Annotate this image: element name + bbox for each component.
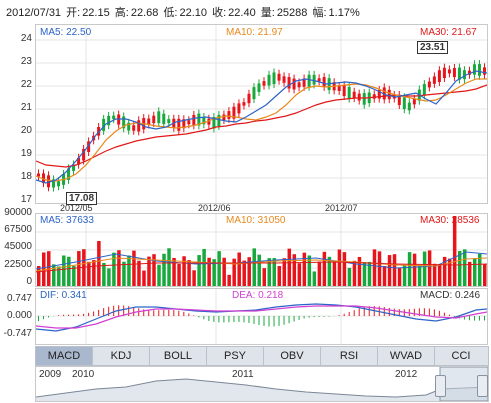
volume-chart xyxy=(36,214,487,286)
change-label: 幅: xyxy=(312,7,327,19)
volume-axis-label: 0 xyxy=(26,276,32,287)
tab-obv[interactable]: OBV xyxy=(264,347,321,365)
tab-wvad[interactable]: WVAD xyxy=(378,347,435,365)
low-label: 低: xyxy=(163,7,178,19)
volume-panel[interactable]: MA5: 37633 MA10: 31050 MA30: 28536 xyxy=(35,213,488,287)
volume-axis-label: 22500 xyxy=(4,259,32,270)
high-label: 高: xyxy=(114,7,129,19)
price-axis-label: 20 xyxy=(20,125,32,136)
tab-cci[interactable]: CCI xyxy=(451,350,471,362)
dea-legend: DEA: 0.218 xyxy=(232,290,284,301)
macd-legend: MACD: 0.246 xyxy=(420,290,481,301)
price-axis-label: 18 xyxy=(20,171,32,182)
ma5-legend: MA5: 22.50 xyxy=(40,27,92,38)
macd-axis-label: -0.747 xyxy=(3,328,32,339)
change-value: 1.17% xyxy=(328,7,360,19)
volume-axis-label: 90000 xyxy=(4,207,32,218)
candlestick-panel[interactable]: MA5: 22.50 MA10: 21.97 MA30: 21.67 xyxy=(35,24,488,204)
price-chart xyxy=(36,25,487,203)
dif-legend: DIF: 0.341 xyxy=(40,290,87,301)
ma30-legend: MA30: 21.67 xyxy=(420,27,477,38)
close-label: 收: xyxy=(212,7,227,19)
volume-axis-label: 67500 xyxy=(4,224,32,235)
quote-date: 2012/07/31 xyxy=(6,7,62,19)
nav-year: 2010 xyxy=(72,369,95,380)
price-axis-label: 17 xyxy=(20,194,32,205)
vol-ma10-legend: MA10: 31050 xyxy=(226,215,286,226)
nav-year: 2011 xyxy=(232,369,254,380)
quote-header: 2012/07/31 开: 22.15 高: 22.68 低: 22.10 收: 22.… xyxy=(6,4,362,20)
open-label: 开: xyxy=(66,7,81,19)
price-axis-label: 19 xyxy=(20,148,32,159)
tab-rsi[interactable]: RSI xyxy=(321,347,378,365)
high-value: 22.68 xyxy=(130,7,159,19)
volume-label: 量: xyxy=(260,7,275,19)
nav-year: 2009 xyxy=(39,369,62,380)
open-value: 22.15 xyxy=(82,7,110,19)
vol-ma30-legend: MA30: 28536 xyxy=(420,215,480,226)
price-high-marker: 23.51 xyxy=(417,41,449,54)
volume-value: 25288 xyxy=(276,7,308,19)
macd-panel[interactable]: DIF: 0.341 DEA: 0.218 MACD: 0.246 xyxy=(35,288,488,345)
macd-axis-label: 0.000 xyxy=(6,310,32,321)
price-axis-label: 23 xyxy=(20,56,32,67)
vol-ma5-legend: MA5: 37633 xyxy=(40,215,94,226)
price-low-marker: 17.08 xyxy=(66,192,98,205)
price-axis-label: 22 xyxy=(20,79,32,90)
price-axis-label: 24 xyxy=(20,33,32,44)
date-tick: 2012/07 xyxy=(325,203,358,213)
range-navigator[interactable]: 2009 2010 2011 2012 xyxy=(35,366,489,402)
tab-psy[interactable]: PSY xyxy=(207,347,264,365)
price-axis-label: 21 xyxy=(20,102,32,113)
navigator-history xyxy=(36,367,488,401)
macd-axis-label: 0.747 xyxy=(6,293,32,304)
range-left-handle[interactable] xyxy=(435,375,446,397)
tab-kdj[interactable]: KDJ xyxy=(93,347,150,365)
ma10-legend: MA10: 21.97 xyxy=(226,27,283,38)
indicator-tabbar: MACD KDJ BOLL PSY OBV RSI WVAD CCI xyxy=(35,346,489,366)
tab-macd[interactable]: MACD xyxy=(36,347,93,365)
date-tick: 2012/05 xyxy=(60,203,93,213)
date-tick: 2012/06 xyxy=(198,203,231,213)
tab-boll[interactable]: BOLL xyxy=(150,347,207,365)
range-right-handle[interactable] xyxy=(477,375,488,397)
close-value: 22.40 xyxy=(228,7,256,19)
volume-axis-label: 45000 xyxy=(4,241,32,252)
low-value: 22.10 xyxy=(179,7,208,19)
macd-chart xyxy=(36,289,487,344)
nav-year: 2012 xyxy=(395,369,418,380)
